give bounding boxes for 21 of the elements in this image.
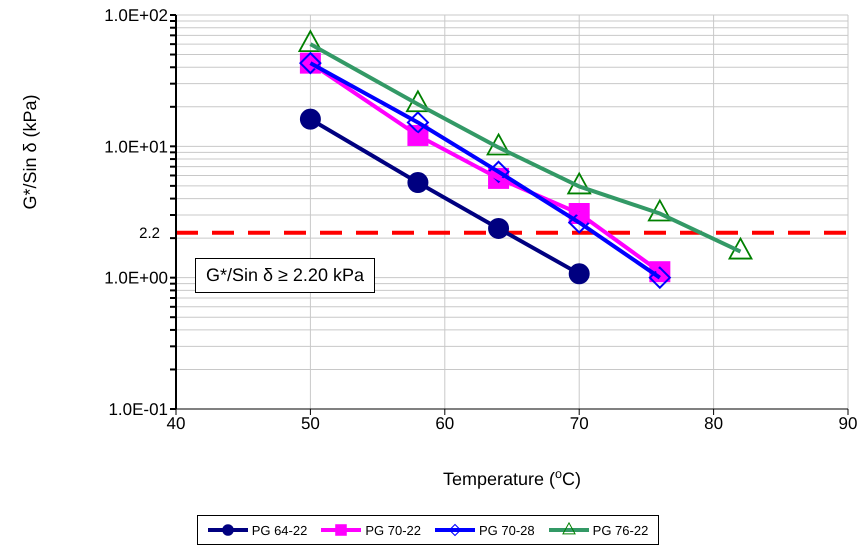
x-tick-label: 90	[838, 414, 858, 434]
legend-label: PG 70-28	[479, 522, 535, 538]
y-tick-label: 1.0E-01	[108, 400, 168, 420]
legend-label: PG 70-22	[365, 522, 421, 538]
point	[488, 160, 510, 183]
y-tick-label: 1.0E+00	[104, 268, 168, 288]
ref-line-label: 2.2	[139, 225, 160, 242]
y-axis-title: G*/Sin δ (kPa)	[20, 94, 40, 210]
x-tick-label: 70	[570, 414, 589, 434]
annotation: G*/Sin δ ≥ 2.20 kPa	[195, 258, 375, 293]
point	[406, 111, 429, 134]
x-axis-title: Temperature ($^{o}$C)	[442, 467, 582, 489]
y-tick-label: 1.0E+01	[104, 137, 168, 156]
x-tick-label: 50	[300, 414, 320, 434]
x-tick-label: 60	[435, 414, 454, 434]
x-tick-label: 40	[166, 414, 186, 434]
y-tick-label: 1.0E+02	[104, 6, 168, 26]
legend-label: PG 64-22	[252, 522, 308, 538]
point	[648, 266, 671, 289]
legend-label: PG 76-22	[592, 522, 648, 538]
x-tick-label: 80	[704, 414, 724, 434]
